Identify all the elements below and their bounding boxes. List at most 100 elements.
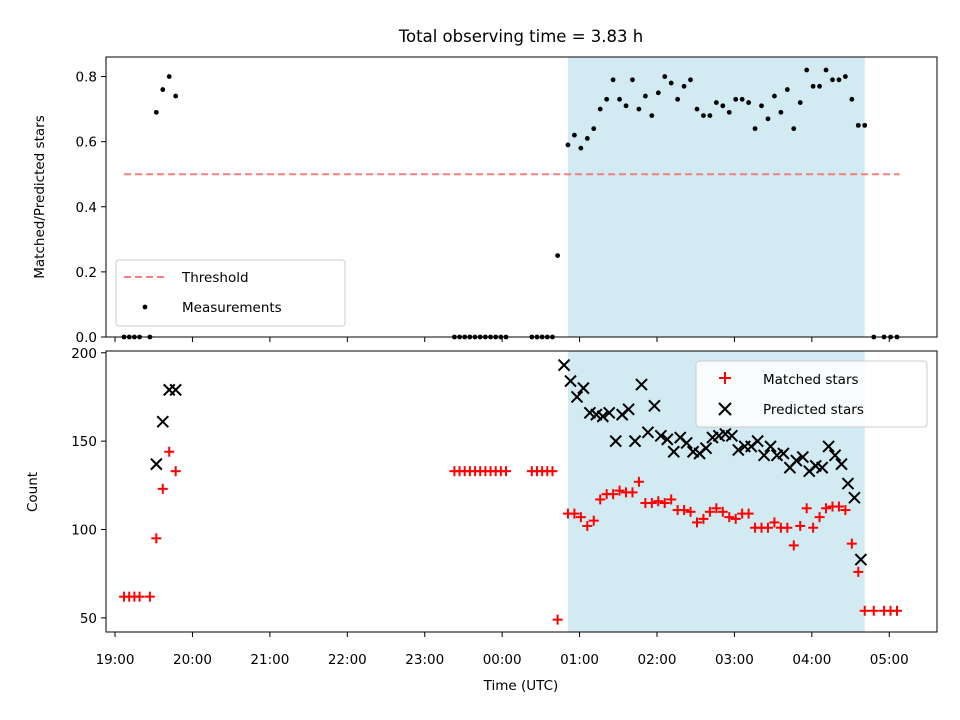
y-tick-label: 0.2	[76, 265, 97, 281]
measurement-point	[707, 113, 713, 119]
measurement-point	[849, 96, 855, 102]
x-tick-label: 21:00	[250, 652, 289, 668]
measurement-point	[694, 106, 700, 112]
matched-star-point	[801, 503, 812, 514]
top-plot-area	[121, 57, 900, 340]
measurement-point	[720, 103, 726, 109]
matched-star-point	[575, 512, 586, 523]
predicted-star-point	[777, 447, 790, 460]
bottom-legend: Matched stars Predicted stars	[695, 360, 928, 428]
predicted-star-point	[156, 415, 169, 428]
measurement-point	[623, 103, 629, 109]
matched-star-point	[782, 522, 793, 533]
legend-threshold-label: Threshold	[181, 270, 249, 286]
measurement-point	[681, 83, 687, 89]
predicted-star-point	[764, 440, 777, 453]
y-tick-label: 0.6	[76, 135, 97, 151]
matched-star-point	[891, 605, 902, 616]
matched-star-point	[653, 496, 664, 507]
predicted-star-point	[661, 433, 674, 446]
y-tick-label: 100	[71, 522, 97, 538]
measurement-point	[804, 67, 810, 73]
measurement-point	[784, 87, 790, 92]
predicted-star-point	[699, 441, 713, 455]
measurement-point	[662, 74, 668, 79]
measurement-point	[810, 83, 816, 89]
measurement-point	[739, 96, 745, 102]
predicted-star-point	[628, 434, 642, 448]
predicted-star-point	[835, 457, 848, 471]
matched-star-point	[840, 505, 851, 516]
measurement-point	[572, 132, 577, 138]
legend-measurements-label: Measurements	[182, 300, 282, 316]
matched-star-point	[808, 522, 819, 533]
matched-star-point	[595, 494, 606, 505]
predicted-star-point	[150, 457, 163, 471]
predicted-star-point	[680, 436, 693, 450]
measurement-point	[823, 67, 829, 73]
measurement-point	[636, 106, 642, 112]
top-x-ticks	[114, 337, 890, 342]
predicted-star-point	[757, 449, 771, 462]
measurement-point	[597, 106, 603, 112]
matched-star-point	[868, 605, 879, 616]
measurement-point	[830, 77, 835, 83]
x-tick-label: 04:00	[792, 652, 831, 668]
x-tick-label: 03:00	[715, 652, 754, 668]
measurement-point	[765, 116, 771, 122]
legend-measurements-swatch	[142, 304, 148, 310]
matched-star-point	[666, 494, 677, 505]
matched-star-point	[569, 508, 580, 519]
y-tick-label: 200	[71, 346, 97, 362]
legend-matched-label: Matched stars	[763, 372, 859, 388]
matched-star-point	[691, 517, 702, 528]
measurement-point	[555, 253, 561, 259]
measurement-point	[701, 113, 706, 119]
measurement-point	[817, 83, 822, 89]
matched-star-point	[859, 605, 870, 616]
matched-star-point	[614, 485, 625, 496]
matched-star-point	[788, 540, 799, 551]
predicted-star-point	[596, 410, 610, 423]
x-tick-label: 22:00	[328, 652, 367, 668]
legend-matched-swatch	[719, 372, 731, 384]
measurement-point	[772, 93, 777, 99]
x-tick-label: 05:00	[870, 652, 909, 668]
matched-star-point	[833, 501, 844, 512]
predicted-star-point	[822, 440, 835, 453]
measurement-point	[855, 122, 861, 128]
measurement-point	[153, 109, 159, 115]
matched-star-point	[743, 508, 754, 519]
predicted-star-point	[732, 443, 745, 457]
measurement-point	[726, 109, 732, 115]
bottom-y-axis-label: Count	[25, 472, 41, 512]
predicted-star-point	[790, 454, 803, 467]
matched-star-point	[814, 512, 825, 523]
predicted-star-point	[841, 477, 855, 490]
top-shaded-span	[567, 57, 865, 337]
bottom-x-ticks: 19:00 20:00 21:00 22:00 23:00 00:00 01:00 02:00…	[96, 632, 909, 668]
predicted-star-point	[796, 450, 810, 464]
matched-star-point	[717, 506, 728, 517]
top-legend: Threshold Measurements	[115, 259, 346, 327]
matched-star-point	[164, 446, 175, 457]
matched-star-point	[552, 614, 563, 625]
matched-star-point	[795, 520, 806, 531]
matched-star-point	[151, 533, 162, 544]
predicted-star-point	[557, 358, 571, 372]
measurement-point	[584, 135, 590, 141]
figure-title: Total observing time = 3.83 h	[398, 27, 643, 46]
y-tick-label: 0.8	[76, 70, 97, 86]
matched-star-point	[157, 483, 168, 494]
matched-star-point	[646, 497, 657, 508]
measurement-point	[778, 109, 784, 115]
measurement-point	[759, 103, 764, 109]
measurement-point	[752, 126, 758, 132]
predicted-star-point	[564, 374, 577, 388]
predicted-star-point	[854, 553, 868, 566]
x-tick-label: 01:00	[560, 652, 599, 668]
measurement-point	[797, 100, 803, 105]
measurement-point	[842, 74, 848, 79]
top-axes-frame	[105, 56, 938, 338]
matched-star-point	[762, 522, 773, 533]
